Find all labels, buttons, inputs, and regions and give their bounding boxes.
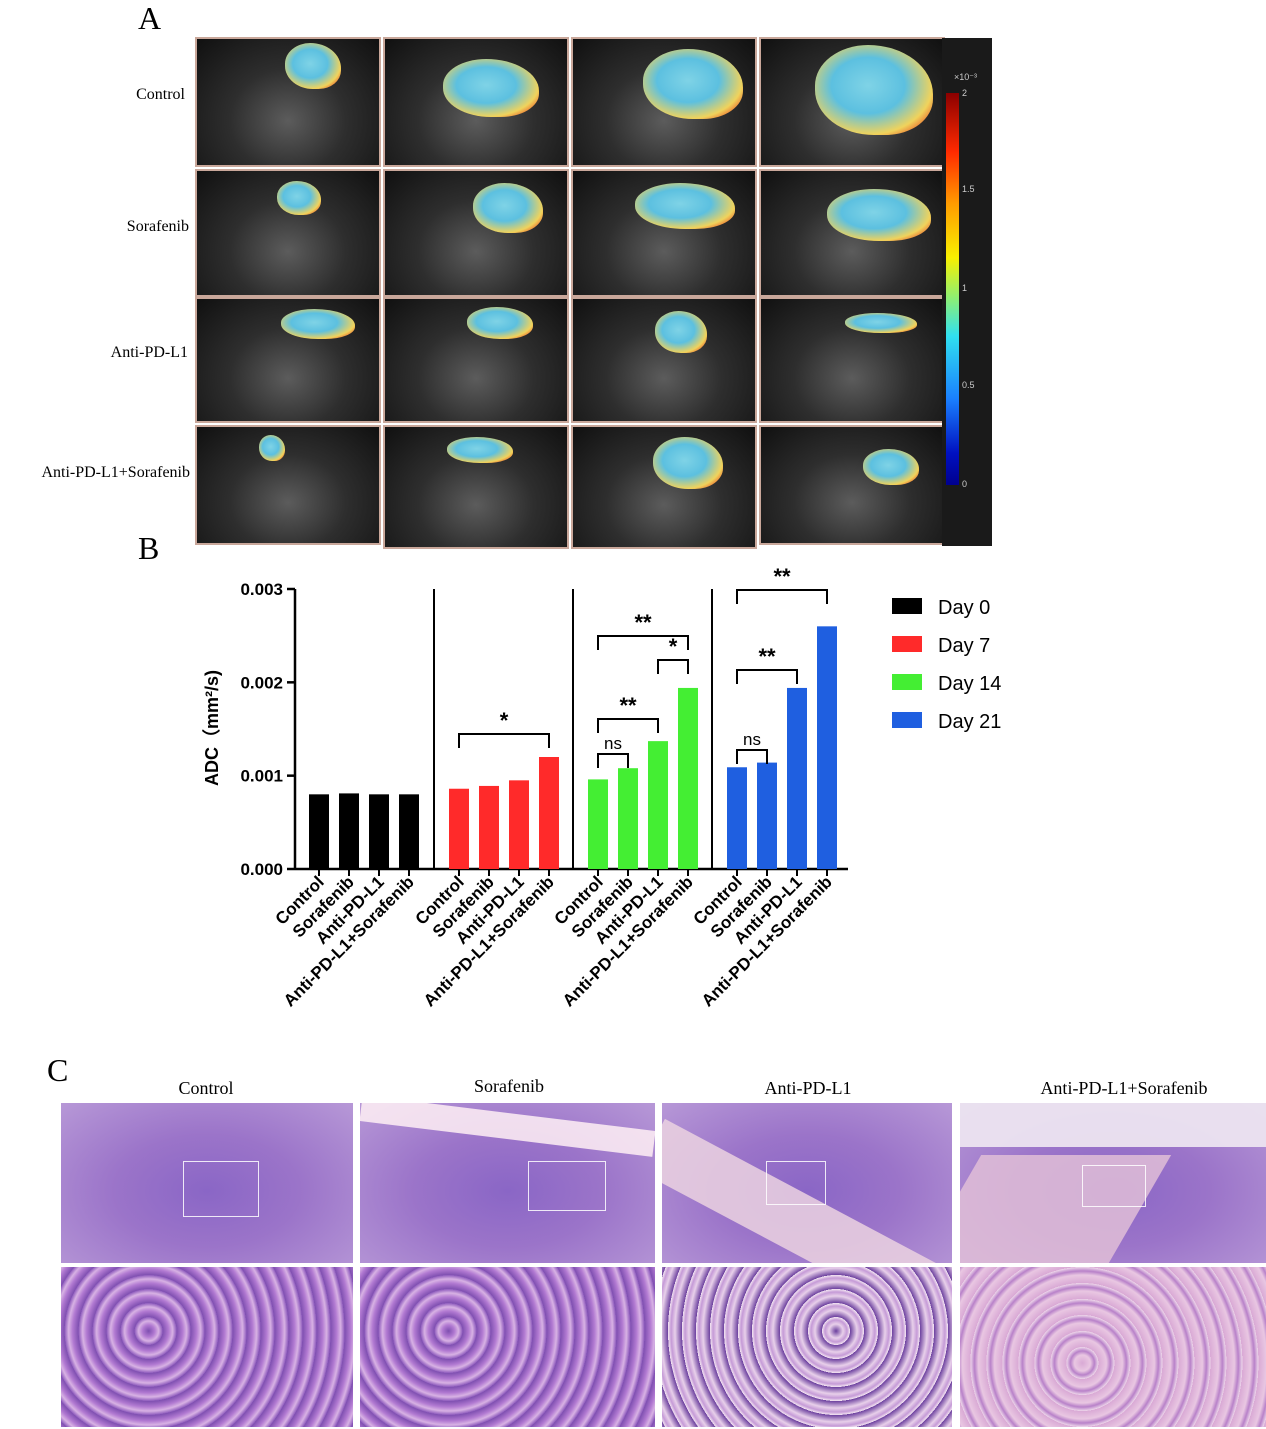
significance-bracket (597, 718, 659, 733)
bar (339, 793, 359, 869)
colorbar-tick: 1.5 (962, 184, 975, 194)
bar (449, 788, 469, 869)
y-tick-label: 0.003 (240, 580, 283, 599)
mri-antipdl1-day0 (195, 297, 381, 423)
legend-label: Day 7 (938, 635, 990, 657)
histology-title-sorafenib: Sorafenib (474, 1076, 544, 1096)
row-label-combination: Anti-PD-L1+Sorafenib (41, 464, 190, 481)
panel-c-letter: C (47, 1052, 69, 1088)
significance-brackets: *ns*****ns**** (458, 564, 828, 768)
mri-antipdl1-day21 (759, 297, 945, 423)
mri-combo-day0 (195, 425, 381, 545)
bar (309, 794, 329, 869)
significance-label: ** (773, 564, 791, 589)
row-label-control: Control (136, 86, 185, 103)
bar (539, 757, 559, 869)
y-tick-label: 0.001 (240, 767, 283, 786)
bar (678, 687, 698, 869)
significance-label: ** (619, 693, 637, 718)
histology-sorafenib-low-mag (360, 1103, 655, 1263)
bar (727, 767, 747, 869)
mri-sorafenib-day14 (571, 169, 757, 297)
panel-a-letter: A (138, 0, 162, 36)
mri-combo-day14 (571, 425, 757, 549)
mri-sorafenib-day0 (195, 169, 381, 297)
significance-label: * (500, 708, 509, 733)
mri-control-day0 (195, 37, 381, 167)
row-label-anti-pd-l1: Anti-PD-L1 (110, 344, 188, 361)
panel-b-letter: B (138, 530, 160, 566)
legend-label: Day 0 (938, 597, 990, 619)
colorbar-tick: 1 (962, 283, 968, 293)
mri-control-day21 (759, 37, 945, 167)
significance-label: ns (604, 734, 622, 753)
significance-bracket (736, 749, 768, 764)
colorbar-tick: 0.5 (962, 380, 975, 390)
histology-antipdl1-high-mag (662, 1267, 952, 1427)
legend-swatch (892, 636, 922, 652)
significance-label: * (669, 634, 678, 659)
legend-label: Day 14 (938, 673, 1001, 695)
significance-label: ** (758, 644, 776, 669)
histology-control-high-mag (61, 1267, 353, 1427)
significance-bracket (736, 669, 798, 684)
legend-swatch (892, 598, 922, 614)
bar (399, 794, 419, 869)
chart-bars (309, 626, 837, 869)
x-tick-labels: ControlSorafenibAnti-PD-L1Anti-PD-L1+Sor… (272, 872, 836, 1010)
histology-antipdl1-low-mag (662, 1103, 952, 1263)
histology-title-combination: Anti-PD-L1+Sorafenib (1040, 1078, 1208, 1098)
mri-combo-day21 (759, 425, 945, 545)
mri-control-day14 (571, 37, 757, 167)
significance-bracket (597, 753, 629, 768)
colorbar-tick: 2 (962, 88, 968, 98)
histology-combo-low-mag (960, 1103, 1266, 1263)
histology-title-anti-pd-l1: Anti-PD-L1 (764, 1078, 852, 1098)
bar (588, 779, 608, 869)
bar (817, 626, 837, 869)
mri-sorafenib-day21 (759, 169, 945, 297)
significance-bracket (458, 733, 550, 748)
y-tick-label: 0.000 (240, 860, 283, 879)
bar (787, 687, 807, 869)
histology-title-control: Control (178, 1078, 234, 1098)
bar (479, 785, 499, 869)
significance-label: ns (743, 730, 761, 749)
row-label-sorafenib: Sorafenib (126, 218, 189, 235)
significance-bracket (736, 589, 828, 604)
bar (757, 762, 777, 869)
legend-swatch (892, 712, 922, 728)
colorbar-exponent: ×10⁻³ (954, 72, 978, 82)
legend-label: Day 21 (938, 711, 1001, 733)
mri-combo-day7 (383, 425, 569, 549)
histology-sorafenib-high-mag (360, 1267, 655, 1427)
mri-antipdl1-day14 (571, 297, 757, 423)
chart-legend: Day 0 Day 7 Day 14 Day 21 (892, 597, 1001, 733)
y-tick-label: 0.002 (240, 673, 283, 692)
mri-antipdl1-day7 (383, 297, 569, 423)
significance-bracket (597, 635, 689, 650)
histology-combo-high-mag (960, 1267, 1266, 1427)
histology-control-low-mag (61, 1103, 353, 1263)
legend-swatch (892, 674, 922, 690)
mri-sorafenib-day7 (383, 169, 569, 297)
colorbar-tick: 0 (962, 479, 968, 489)
adc-colorbar (946, 93, 959, 485)
chart-axes: 0.000 0.001 0.002 0.003 (240, 580, 848, 879)
significance-label: ** (634, 610, 652, 635)
bar (369, 794, 389, 869)
bar (618, 768, 638, 869)
mri-control-day7 (383, 37, 569, 167)
bar (509, 780, 529, 869)
significance-bracket (657, 659, 689, 674)
bar (648, 741, 668, 869)
y-axis-label: ADC（mm²/s) (202, 670, 222, 786)
